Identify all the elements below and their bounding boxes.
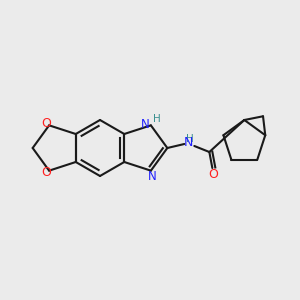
Text: H: H [187, 134, 194, 144]
Text: N: N [148, 170, 156, 183]
Text: O: O [208, 167, 218, 181]
Text: O: O [41, 166, 51, 179]
Text: H: H [153, 114, 160, 124]
Text: O: O [41, 117, 51, 130]
Text: N: N [141, 118, 150, 131]
Text: N: N [184, 136, 193, 149]
